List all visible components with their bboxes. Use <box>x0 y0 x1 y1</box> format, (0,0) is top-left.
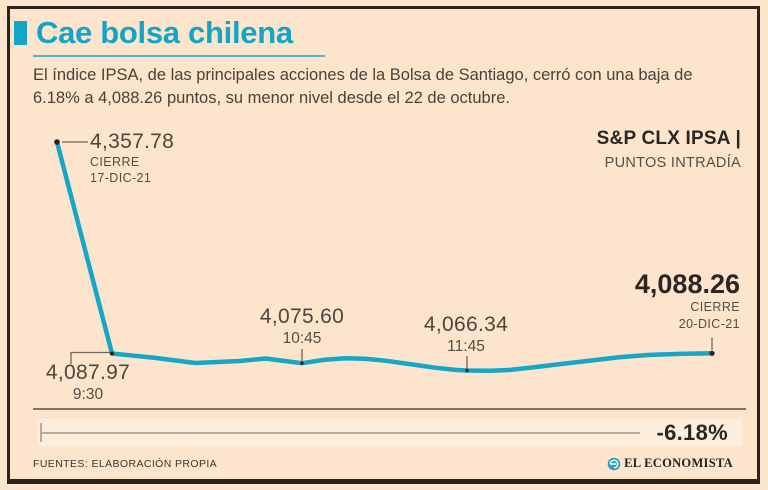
range-track-line <box>40 432 640 434</box>
change-range-bar: -6.18% <box>37 419 742 446</box>
subtitle-text: El índice IPSA, de las principales accio… <box>33 66 693 107</box>
el-economista-logo: EL ECONOMISTA <box>607 456 733 471</box>
change-percent-label: -6.18% <box>656 419 728 445</box>
close-note-date: 20-DIC-21 <box>678 317 740 331</box>
sources-label: FUENTES: ELABORACIÓN PROPIA <box>33 458 218 470</box>
peak-note-cierre: CIERRE <box>90 155 140 169</box>
units-label: PUNTOS INTRADÍA <box>604 155 741 171</box>
brand-name: EL ECONOMISTA <box>624 456 733 470</box>
page-title: Cae bolsa chilena <box>36 15 293 50</box>
peak-value: 4,357.78 <box>90 130 175 153</box>
annotation-peak: 4,357.78 CIERRE 17-DIC-21 <box>90 130 175 186</box>
peak-note-date: 17-DIC-21 <box>90 171 152 185</box>
annotation-1145: 4,066.34 11:45 <box>416 313 516 356</box>
open-time: 9:30 <box>72 386 104 403</box>
annotation-1045: 4,075.60 10:45 <box>252 305 352 348</box>
index-name-separator: | <box>730 128 741 149</box>
annotation-close: 4,088.26 CIERRE 20-DIC-21 <box>635 270 740 332</box>
index-name: S&P CLX IPSA <box>596 128 730 149</box>
mid1-value: 4,075.60 <box>259 305 345 328</box>
mid2-time: 11:45 <box>447 338 485 355</box>
title-bullet-marker <box>14 21 27 45</box>
price-line <box>54 139 715 374</box>
mid2-value: 4,066.34 <box>423 313 509 336</box>
footer-divider <box>33 408 746 410</box>
chart-series-header: S&P CLX IPSA | PUNTOS INTRADÍA <box>597 128 741 171</box>
close-note-cierre: CIERRE <box>690 300 740 314</box>
line-dots <box>54 139 715 373</box>
open-connector-line <box>70 351 111 364</box>
open-value: 4,087.97 <box>45 361 131 384</box>
close-value: 4,088.26 <box>634 269 740 299</box>
mid1-time: 10:45 <box>282 330 322 347</box>
annotation-open: 4,087.97 9:30 <box>40 361 136 404</box>
el-economista-logo-icon <box>607 457 621 470</box>
title-underline <box>33 55 325 57</box>
index-name-label: S&P CLX IPSA | <box>597 128 741 150</box>
